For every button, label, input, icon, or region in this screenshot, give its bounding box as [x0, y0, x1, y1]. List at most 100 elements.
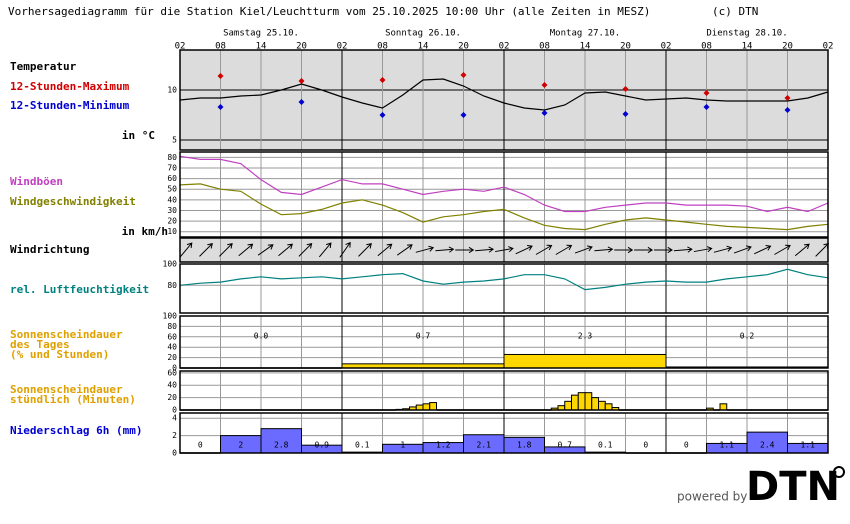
- logo: DTN: [746, 464, 840, 510]
- wind-arrow: [455, 246, 475, 254]
- hour-label: 20: [458, 42, 469, 52]
- value-label: 0.7: [558, 441, 573, 450]
- powered-by: powered by: [677, 490, 747, 504]
- wind-arrow: [754, 245, 772, 255]
- bar: [719, 403, 728, 411]
- y-tick-label: 10: [167, 86, 177, 95]
- value-label: 0.7: [416, 332, 431, 341]
- value-label: 2.8: [274, 441, 289, 450]
- value-label: 2.1: [477, 441, 492, 450]
- y-tick-label: 0: [172, 406, 177, 415]
- bar: [503, 353, 667, 369]
- panel-label: Windrichtung: [10, 243, 89, 256]
- wind-arrow: [396, 244, 413, 256]
- wind-arrow: [515, 245, 533, 255]
- y-tick-label: 60: [167, 174, 177, 183]
- max-min-point: [217, 73, 224, 79]
- value-label: 1: [400, 441, 405, 450]
- value-label: 0: [643, 441, 648, 450]
- hour-label: 02: [823, 42, 834, 52]
- bar: [604, 403, 613, 411]
- bar: [422, 403, 431, 411]
- copyright: (c) DTN: [712, 5, 758, 18]
- max-min-point: [379, 112, 386, 118]
- hour-label: 08: [215, 42, 226, 52]
- wind-arrow: [733, 245, 752, 254]
- day-label: Montag 27.10.: [550, 29, 620, 39]
- series-line: [179, 155, 829, 213]
- wind-arrow: [377, 243, 393, 257]
- series-line: [179, 78, 829, 111]
- y-tick-label: 2: [172, 431, 177, 440]
- value-label: 0.1: [598, 441, 613, 450]
- max-min-point: [703, 90, 710, 96]
- wind-arrow: [555, 244, 573, 255]
- bar: [564, 400, 572, 411]
- panel-label: stündlich (Minuten): [10, 393, 136, 406]
- y-tick-label: 80: [167, 322, 177, 331]
- panel-frame: [179, 315, 829, 369]
- hour-label: 14: [580, 42, 591, 52]
- y-tick-label: 20: [167, 217, 177, 226]
- series-line: [179, 183, 829, 231]
- bar: [577, 392, 586, 411]
- panel-label: Temperatur: [10, 60, 77, 73]
- wind-arrow: [713, 245, 733, 253]
- panel-label: Windböen: [10, 175, 63, 188]
- wind-arrow: [358, 242, 372, 257]
- y-tick-label: 0: [172, 449, 177, 458]
- y-tick-label: 100: [163, 312, 178, 321]
- hour-label: 08: [377, 42, 388, 52]
- value-label: 0.9: [315, 441, 330, 450]
- max-min-point: [622, 86, 629, 92]
- panel-frame: [179, 151, 829, 238]
- hour-label: 02: [337, 42, 348, 52]
- wind-arrow: [673, 246, 693, 253]
- max-min-point: [622, 111, 629, 117]
- y-tick-label: 20: [167, 393, 177, 402]
- max-min-point: [703, 104, 710, 110]
- series-line: [179, 268, 829, 291]
- panel-label: Windgeschwindigkeit: [10, 195, 136, 208]
- hour-label: 20: [782, 42, 793, 52]
- panel-label: Sonnenscheindauer: [10, 383, 123, 396]
- wind-arrow: [278, 243, 293, 257]
- y-tick-label: 10: [167, 227, 177, 236]
- panel-label: des Tages: [10, 338, 70, 351]
- panel-label: Sonnenscheindauer: [10, 328, 123, 341]
- panel-label: Niederschlag 6h (mm): [10, 424, 142, 437]
- y-tick-label: 20: [167, 353, 177, 362]
- y-tick-label: 60: [167, 368, 177, 377]
- wind-arrow: [475, 246, 495, 253]
- hour-label: 08: [701, 42, 712, 52]
- wind-arrow: [614, 246, 634, 254]
- max-min-point: [784, 107, 791, 113]
- title: Vorhersagediagramm für die Station Kiel/…: [8, 5, 650, 18]
- wind-arrow: [693, 246, 713, 253]
- value-label: 2.4: [760, 441, 775, 450]
- value-label: 1.1: [801, 441, 816, 450]
- wind-arrow: [535, 244, 553, 255]
- wind-arrow: [199, 242, 213, 257]
- max-min-point: [460, 112, 467, 118]
- panel-frame: [179, 237, 829, 263]
- value-label: 2: [238, 441, 243, 450]
- y-tick-label: 40: [167, 343, 177, 352]
- wind-arrow: [594, 246, 614, 253]
- y-tick-label: 80: [167, 281, 177, 290]
- y-tick-label: 60: [167, 332, 177, 341]
- wind-arrow: [495, 246, 514, 253]
- value-label: 1.2: [436, 441, 451, 450]
- hour-label: 20: [620, 42, 631, 52]
- max-min-point: [217, 104, 224, 110]
- y-tick-label: 50: [167, 185, 177, 194]
- bar: [598, 400, 606, 411]
- value-label: 0.1: [355, 441, 370, 450]
- logo-dot: [833, 466, 845, 478]
- y-tick-label: 5: [172, 136, 177, 145]
- y-tick-label: 70: [167, 163, 177, 172]
- value-label: 1.1: [720, 441, 735, 450]
- wind-arrow: [435, 246, 455, 253]
- panel-label: (% und Stunden): [10, 348, 109, 361]
- value-label: 0: [198, 441, 203, 450]
